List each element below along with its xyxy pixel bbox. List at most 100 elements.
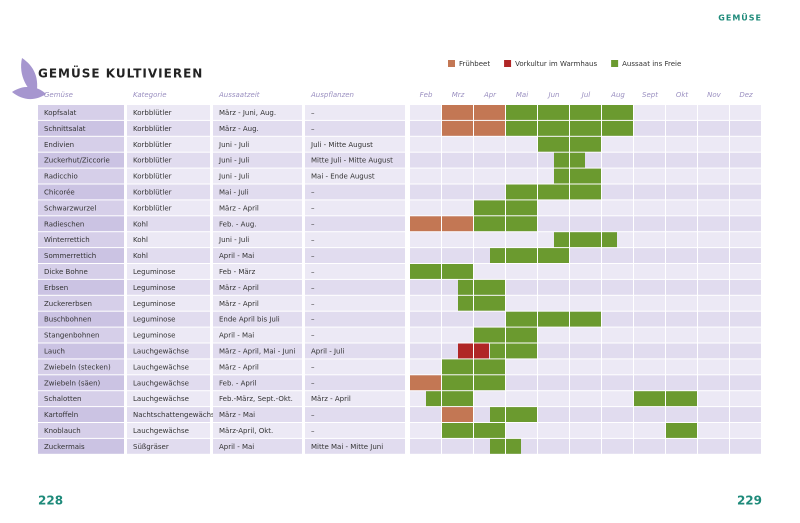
month-cell (538, 279, 569, 295)
month-header: Mai (516, 91, 528, 99)
cell-text: Feb.-März, Sept.-Okt. (219, 395, 293, 403)
month-cell (698, 279, 729, 295)
cell-text: Schnittsalat (44, 125, 86, 133)
cell-text: – (311, 411, 315, 419)
legend-swatch (448, 60, 455, 67)
period-bar (506, 184, 601, 200)
cell-text: Zuckererbsen (44, 300, 92, 308)
month-cell (570, 343, 601, 359)
month-cell (538, 359, 569, 375)
month-cell (698, 343, 729, 359)
month-cell (698, 232, 729, 248)
page-number: 228 (38, 494, 63, 508)
legend-label: Frühbeet (459, 60, 490, 68)
month-cell (506, 168, 537, 184)
month-cell (634, 264, 665, 279)
month-cell (410, 200, 441, 216)
month-cell (634, 311, 665, 327)
month-cell (698, 184, 729, 200)
period-bar (490, 407, 537, 422)
month-cell (506, 375, 537, 391)
month-cell (730, 184, 761, 200)
cell-bg (38, 359, 124, 375)
month-header: Jul (580, 91, 591, 99)
cell-text: Erbsen (44, 284, 68, 292)
cell-text: Radieschen (44, 220, 84, 228)
month-cell (442, 232, 473, 248)
month-cell (442, 438, 473, 454)
cell-bg (127, 391, 210, 407)
cell-bg (305, 105, 405, 120)
cell-bg (127, 168, 210, 184)
month-cell (474, 184, 505, 200)
month-cell (666, 152, 697, 168)
cell-bg (38, 136, 124, 152)
cell-bg (127, 438, 210, 454)
cell-bg (213, 232, 302, 248)
cell-bg (305, 295, 405, 311)
cell-text: März-April, Okt. (219, 427, 273, 435)
cell-bg (213, 152, 302, 168)
cell-bg (305, 136, 405, 152)
month-cell (538, 423, 569, 438)
cell-bg (305, 120, 405, 136)
month-cell (666, 311, 697, 327)
month-cell (410, 232, 441, 248)
month-cell (730, 343, 761, 359)
period-bar (490, 248, 569, 263)
month-cell (634, 152, 665, 168)
month-cell (730, 232, 761, 248)
period-bar (426, 391, 473, 407)
cell-bg (305, 216, 405, 232)
cell-bg (305, 248, 405, 263)
month-cell (698, 264, 729, 279)
month-cell (410, 152, 441, 168)
cell-bg (305, 168, 405, 184)
cell-text: Knoblauch (44, 427, 81, 435)
cell-text: Kopfsalat (44, 109, 77, 117)
month-cell (602, 248, 633, 263)
month-cell (666, 120, 697, 136)
cell-text: Leguminose (133, 268, 175, 276)
month-cell (538, 343, 569, 359)
month-cell (666, 232, 697, 248)
cell-bg (213, 264, 302, 279)
month-cell (634, 200, 665, 216)
cell-text: Winterrettich (44, 236, 90, 244)
cell-bg (127, 232, 210, 248)
month-cell (602, 423, 633, 438)
month-cell (666, 168, 697, 184)
cell-text: – (311, 236, 315, 244)
cell-bg (213, 216, 302, 232)
cell-bg (305, 279, 405, 295)
cell-bg (127, 184, 210, 200)
month-cell (698, 423, 729, 438)
cell-text: – (311, 220, 315, 228)
month-cell (570, 248, 601, 263)
month-cell (730, 168, 761, 184)
month-cell (634, 407, 665, 422)
month-cell (570, 423, 601, 438)
month-cell (442, 248, 473, 263)
month-cell (634, 438, 665, 454)
cell-text: Ende April bis Juli (219, 316, 280, 324)
month-cell (666, 200, 697, 216)
cell-text: Korbblütler (133, 188, 172, 196)
cell-bg (127, 105, 210, 120)
month-cell (410, 295, 441, 311)
month-header: Okt (676, 91, 689, 99)
month-cell (442, 168, 473, 184)
cell-bg (38, 295, 124, 311)
month-cell (602, 438, 633, 454)
cell-text: Buschbohnen (44, 316, 92, 324)
cell-text: Dicke Bohne (44, 268, 88, 276)
period-bar (506, 311, 601, 327)
cell-text: Sommerrettich (44, 252, 96, 260)
month-cell (538, 216, 569, 232)
cell-bg (305, 200, 405, 216)
cell-bg (38, 438, 124, 454)
month-cell (602, 359, 633, 375)
cell-bg (38, 391, 124, 407)
month-cell (698, 120, 729, 136)
cell-bg (38, 248, 124, 263)
